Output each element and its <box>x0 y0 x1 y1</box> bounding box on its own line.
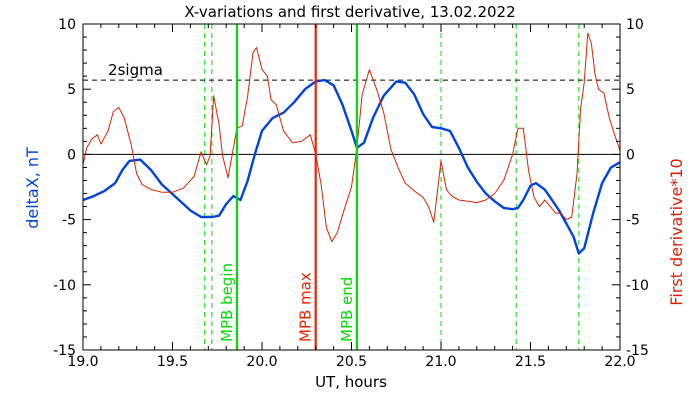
y-left-tick-label-2: -5 <box>62 213 76 229</box>
left-y-axis-label: deltaX, nT <box>23 147 42 229</box>
y-right-tick-label-4: 5 <box>626 82 635 98</box>
right-y-axis-label: First derivative*10 <box>667 158 686 305</box>
x-tick-label-0: 19.0 <box>67 354 98 370</box>
y-right-tick-label-0: -15 <box>626 343 649 359</box>
y-right-tick-label-5: 10 <box>626 17 644 33</box>
x-tick-label-4: 21.0 <box>425 354 456 370</box>
plot-area: 2sigma MPB begin MPB max MPB end 19.0 19.5 20.… <box>53 17 649 370</box>
derivative-series-line <box>82 32 621 243</box>
y-left-tick-label-5: 10 <box>58 17 76 33</box>
y-left-tick-label-1: -10 <box>53 278 76 294</box>
y-left-tick-label-4: 5 <box>67 82 76 98</box>
y-right-tick-label-1: -10 <box>626 278 649 294</box>
x-tick-label-2: 20.0 <box>246 354 277 370</box>
y-right-tick-label-2: -5 <box>626 213 640 229</box>
mpb-end-label: MPB end <box>338 277 356 342</box>
mpb-max-label: MPB max <box>297 272 315 342</box>
x-tick-label-5: 21.5 <box>515 354 546 370</box>
chart-title: X-variations and first derivative, 13.02… <box>184 3 515 21</box>
y-left-tick-label-3: 0 <box>67 147 76 163</box>
x-tick-label-1: 19.5 <box>157 354 188 370</box>
deltax-series-line <box>82 78 621 255</box>
mpb-begin-label: MPB begin <box>218 263 236 342</box>
x-tick-label-3: 20.5 <box>336 354 367 370</box>
x-axis-label: UT, hours <box>315 373 387 391</box>
y-left-tick-label-0: -15 <box>53 343 76 359</box>
x-tick-label-6: 22.0 <box>604 354 635 370</box>
y-right-tick-label-3: 0 <box>626 147 635 163</box>
sigma-label: 2sigma <box>108 61 163 79</box>
